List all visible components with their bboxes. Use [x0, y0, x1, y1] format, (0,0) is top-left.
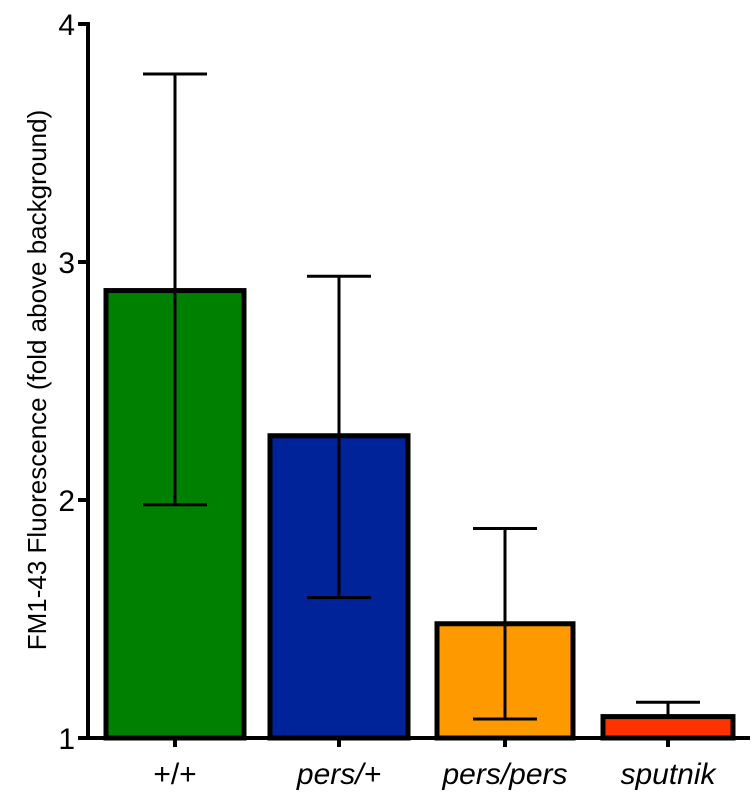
y-tick-label-1: 2 [58, 485, 75, 518]
x-tick-label-3: sputnik [620, 758, 717, 791]
x-tick-label-2: pers/pers [441, 758, 567, 791]
y-tick-label-3: 4 [58, 9, 75, 42]
x-tick-label-1: pers/+ [296, 758, 381, 791]
y-tick-label-0: 1 [58, 723, 75, 756]
bar-3 [600, 714, 736, 741]
x-tick-label-0: +/+ [153, 758, 196, 791]
y-axis-label: FM1-43 Fluorescence (fold above backgrou… [22, 110, 52, 651]
y-tick-label-2: 3 [58, 247, 75, 280]
